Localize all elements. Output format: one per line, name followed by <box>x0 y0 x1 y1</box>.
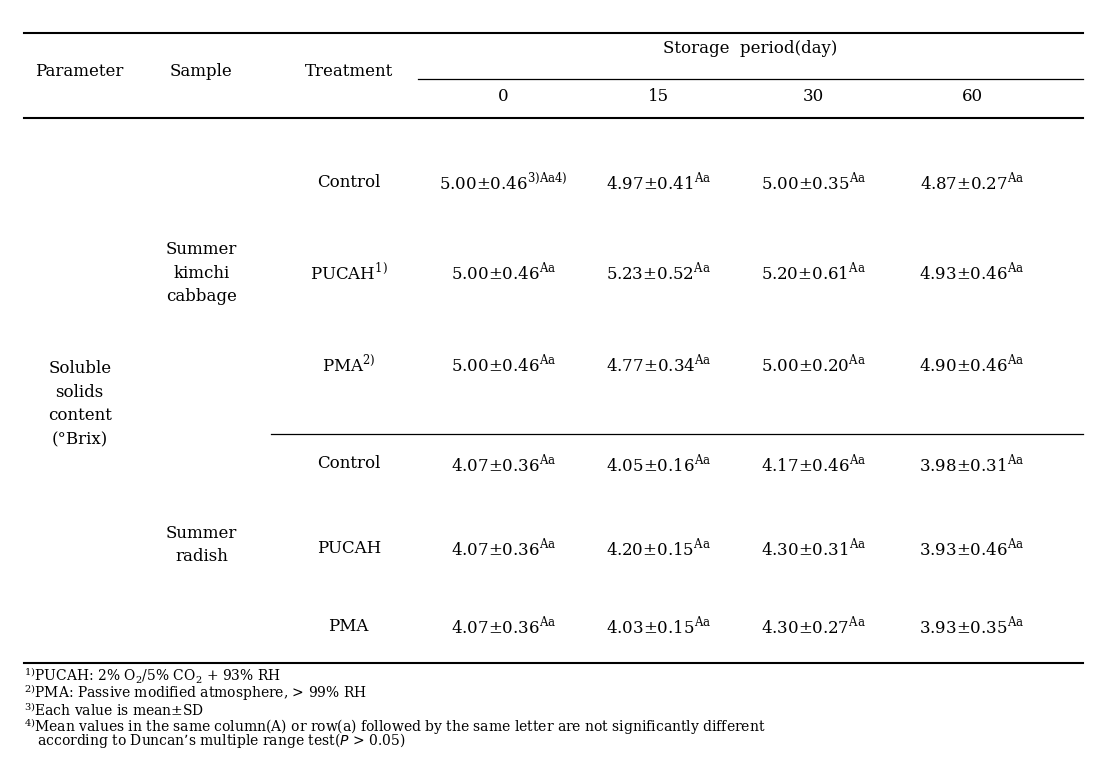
Text: Control: Control <box>317 173 381 191</box>
Text: 4.07±0.36$^{\mathregular{Aa}}$: 4.07±0.36$^{\mathregular{Aa}}$ <box>451 537 557 560</box>
Text: PMA: PMA <box>329 618 369 635</box>
Text: 4.03±0.15$^{\mathregular{Aa}}$: 4.03±0.15$^{\mathregular{Aa}}$ <box>606 615 712 638</box>
Text: 4.30±0.31$^{\mathregular{Aa}}$: 4.30±0.31$^{\mathregular{Aa}}$ <box>761 537 867 560</box>
Text: 4.20±0.15$^{\mathregular{Aa}}$: 4.20±0.15$^{\mathregular{Aa}}$ <box>607 537 711 560</box>
Text: PUCAH$^{\mathregular{1)}}$: PUCAH$^{\mathregular{1)}}$ <box>310 261 387 283</box>
Text: PUCAH: PUCAH <box>317 540 381 557</box>
Text: 5.00±0.46$^{\mathregular{3)Aa4)}}$: 5.00±0.46$^{\mathregular{3)Aa4)}}$ <box>439 171 568 193</box>
Text: 4.90±0.46$^{\mathregular{Aa}}$: 4.90±0.46$^{\mathregular{Aa}}$ <box>919 352 1025 376</box>
Text: Treatment: Treatment <box>304 63 393 80</box>
Text: 4.30±0.27$^{\mathregular{Aa}}$: 4.30±0.27$^{\mathregular{Aa}}$ <box>762 615 866 638</box>
Text: 4.07±0.36$^{\mathregular{Aa}}$: 4.07±0.36$^{\mathregular{Aa}}$ <box>451 615 557 638</box>
Text: 4.05±0.16$^{\mathregular{Aa}}$: 4.05±0.16$^{\mathregular{Aa}}$ <box>606 452 712 475</box>
Text: 3.98±0.31$^{\mathregular{Aa}}$: 3.98±0.31$^{\mathregular{Aa}}$ <box>919 452 1025 475</box>
Text: 5.20±0.61$^{\mathregular{Aa}}$: 5.20±0.61$^{\mathregular{Aa}}$ <box>762 261 866 284</box>
Text: 5.23±0.52$^{\mathregular{Aa}}$: 5.23±0.52$^{\mathregular{Aa}}$ <box>607 261 711 284</box>
Text: Soluble
solids
content
(°Brix): Soluble solids content (°Brix) <box>48 360 112 448</box>
Text: 4.17±0.46$^{\mathregular{Aa}}$: 4.17±0.46$^{\mathregular{Aa}}$ <box>761 452 867 475</box>
Text: 15: 15 <box>648 88 670 105</box>
Text: $^{\mathregular{4)}}$Mean values in the same column(A) or row(a) followed by the: $^{\mathregular{4)}}$Mean values in the … <box>24 717 766 737</box>
Text: 5.00±0.46$^{\mathregular{Aa}}$: 5.00±0.46$^{\mathregular{Aa}}$ <box>451 352 557 376</box>
Text: 3.93±0.46$^{\mathregular{Aa}}$: 3.93±0.46$^{\mathregular{Aa}}$ <box>919 537 1025 560</box>
Text: PMA$^{\mathregular{2)}}$: PMA$^{\mathregular{2)}}$ <box>322 353 375 375</box>
Text: 4.87±0.27$^{\mathregular{Aa}}$: 4.87±0.27$^{\mathregular{Aa}}$ <box>920 170 1024 194</box>
Text: 3.93±0.35$^{\mathregular{Aa}}$: 3.93±0.35$^{\mathregular{Aa}}$ <box>919 615 1025 638</box>
Text: 60: 60 <box>961 88 983 105</box>
Text: Summer
kimchi
cabbage: Summer kimchi cabbage <box>166 241 237 305</box>
Text: $^{\mathregular{1)}}$PUCAH: 2% O$_{\mathregular{2}}$/5% CO$_{\mathregular{2}}$ +: $^{\mathregular{1)}}$PUCAH: 2% O$_{\math… <box>24 665 281 685</box>
Text: 0: 0 <box>498 88 509 105</box>
Text: 5.00±0.20$^{\mathregular{Aa}}$: 5.00±0.20$^{\mathregular{Aa}}$ <box>762 352 866 376</box>
Text: $^{\mathregular{3)}}$Each value is mean±SD: $^{\mathregular{3)}}$Each value is mean±… <box>24 700 205 719</box>
Text: Sample: Sample <box>170 63 232 80</box>
Text: Storage  period(day): Storage period(day) <box>663 40 838 57</box>
Text: Parameter: Parameter <box>35 63 124 80</box>
Text: 4.77±0.34$^{\mathregular{Aa}}$: 4.77±0.34$^{\mathregular{Aa}}$ <box>606 352 712 376</box>
Text: $^{\mathregular{2)}}$PMA: Passive modified atmosphere, > 99% RH: $^{\mathregular{2)}}$PMA: Passive modifi… <box>24 682 368 703</box>
Text: 5.00±0.35$^{\mathregular{Aa}}$: 5.00±0.35$^{\mathregular{Aa}}$ <box>761 170 867 194</box>
Text: 4.07±0.36$^{\mathregular{Aa}}$: 4.07±0.36$^{\mathregular{Aa}}$ <box>451 452 557 475</box>
Text: 4.97±0.41$^{\mathregular{Aa}}$: 4.97±0.41$^{\mathregular{Aa}}$ <box>606 170 712 194</box>
Text: 4.93±0.46$^{\mathregular{Aa}}$: 4.93±0.46$^{\mathregular{Aa}}$ <box>919 261 1025 284</box>
Text: Summer
radish: Summer radish <box>166 524 237 566</box>
Text: 30: 30 <box>803 88 825 105</box>
Text: Control: Control <box>317 455 381 472</box>
Text: 5.00±0.46$^{\mathregular{Aa}}$: 5.00±0.46$^{\mathregular{Aa}}$ <box>451 261 557 284</box>
Text: according to Duncan’s multiple range test($\mathit{P}$ > 0.05): according to Duncan’s multiple range tes… <box>24 731 406 750</box>
